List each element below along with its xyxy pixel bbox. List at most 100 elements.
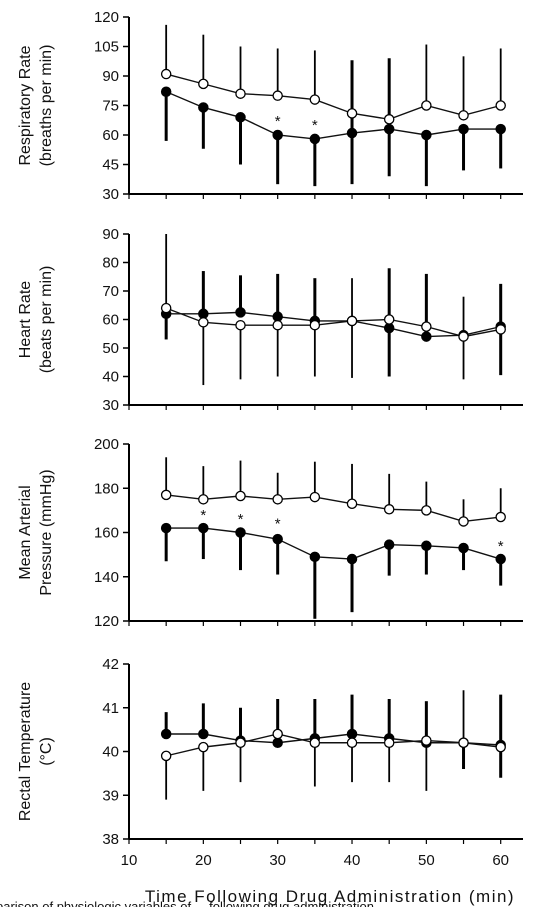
y-axis-label-line: (°C) [38, 737, 55, 766]
data-point-filled [495, 123, 506, 135]
data-point-filled [346, 728, 358, 740]
y-tick-label: 30 [102, 186, 119, 203]
data-point-open [272, 319, 283, 331]
y-axis-label: Respiratory Rate (breaths per min) [17, 45, 55, 167]
data-point-open [198, 78, 209, 90]
y-tick-label: 75 [102, 98, 119, 115]
x-tick-label: 50 [418, 852, 435, 869]
series-line-filled [166, 733, 501, 746]
data-point-open [495, 741, 506, 753]
data-point-open [495, 511, 506, 523]
data-point-filled [309, 551, 321, 563]
y-tick-label: 120 [94, 613, 119, 630]
panel-2: 30 40 50 60 70 80 90 Heart Rate (beats per min) [17, 226, 523, 414]
data-point-filled [458, 542, 469, 554]
data-point-open [272, 728, 283, 740]
data-point-open [383, 737, 395, 749]
series-line-open [165, 73, 501, 120]
series-line-open [166, 494, 501, 523]
y-axis-label-line: Respiratory Rate [17, 45, 34, 165]
y-tick-label: 42 [102, 656, 119, 673]
y-axis-label-line: Mean Arterial [17, 485, 34, 579]
data-point-open [495, 100, 506, 111]
data-point-open [198, 741, 209, 753]
y-tick-label: 90 [102, 68, 119, 85]
data-point-open [458, 110, 469, 121]
data-point-open [421, 321, 432, 332]
series-line-open [165, 307, 501, 338]
y-axis-label: Heart Rate (beats per min) [17, 266, 55, 374]
y-tick-label: 40 [102, 744, 119, 761]
y-tick-label: 120 [94, 9, 119, 26]
data-point-open [458, 331, 469, 342]
data-point-filled [160, 522, 172, 534]
panel-3: 120 140 160 180 200 Mean Arterial Pressure (mm… [17, 436, 523, 630]
data-point-open [421, 735, 432, 746]
data-point-open [272, 494, 283, 505]
y-tick-label: 60 [102, 312, 119, 329]
y-tick-label: 160 [94, 525, 119, 542]
data-point-open [346, 108, 358, 119]
data-point-open [458, 516, 469, 527]
panel-4: 38 39 40 41 42 10 20 30 40 50 60 Rectal Temperature… [17, 656, 523, 869]
data-point-open [160, 68, 172, 80]
data-point-open [346, 498, 358, 509]
data-point-open [309, 94, 321, 105]
x-tick-label: 40 [344, 852, 361, 869]
y-axis-label-line: Heart Rate [17, 281, 34, 358]
data-point-open [458, 737, 469, 749]
data-point-filled [346, 127, 358, 139]
y-axis-label-line: Pressure (mmHg) [38, 469, 55, 595]
series-line-filled [166, 527, 501, 560]
y-tick-label: 38 [102, 831, 119, 848]
data-point-filled [458, 123, 469, 135]
y-axis-label: Mean Arterial Pressure (mmHg) [17, 469, 55, 595]
series-line-filled [165, 91, 501, 140]
y-tick-label: 39 [102, 787, 119, 804]
data-point-filled [272, 129, 283, 141]
panel-1: 30 45 60 75 90 105 120 Respiratory Rate (breaths… [17, 9, 523, 203]
data-point-open [235, 88, 246, 99]
data-point-open [383, 114, 395, 125]
data-point-filled [198, 522, 209, 534]
data-point-filled [160, 728, 172, 740]
data-point-open [160, 302, 172, 314]
data-point-open [272, 90, 283, 101]
data-point-filled [198, 102, 209, 113]
y-axis-label: Rectal Temperature (°C) [17, 682, 55, 821]
data-point-filled [272, 533, 283, 545]
data-point-open [198, 317, 209, 328]
data-point-open [309, 737, 321, 749]
y-tick-label: 40 [102, 369, 119, 386]
data-point-open [198, 494, 209, 505]
series-line-open [166, 733, 501, 757]
y-tick-label: 90 [102, 226, 119, 243]
data-point-filled [383, 539, 395, 550]
y-axis-label-line: (breaths per min) [38, 45, 55, 167]
y-tick-label: 140 [94, 569, 119, 586]
y-tick-label: 180 [94, 480, 119, 497]
significance-marker: * [238, 511, 244, 528]
data-point-open [346, 315, 358, 327]
data-point-open [235, 490, 246, 502]
y-tick-label: 30 [102, 397, 119, 414]
data-point-filled [309, 133, 321, 145]
data-point-filled [383, 123, 395, 135]
y-tick-label: 60 [102, 127, 119, 144]
x-tick-label: 30 [269, 852, 286, 869]
y-tick-label: 80 [102, 255, 119, 272]
data-point-filled [272, 737, 283, 749]
data-point-open [383, 314, 395, 325]
y-tick-label: 41 [102, 700, 119, 717]
y-axis-label-line: Rectal Temperature [17, 682, 34, 821]
data-point-open [346, 737, 358, 749]
significance-marker: * [312, 117, 318, 134]
significance-marker: * [498, 538, 504, 555]
y-tick-label: 50 [102, 340, 119, 357]
significance-marker: * [275, 113, 281, 130]
data-point-filled [383, 322, 395, 334]
data-point-open [160, 489, 172, 501]
y-tick-label: 70 [102, 283, 119, 300]
x-tick-label: 10 [121, 852, 138, 869]
